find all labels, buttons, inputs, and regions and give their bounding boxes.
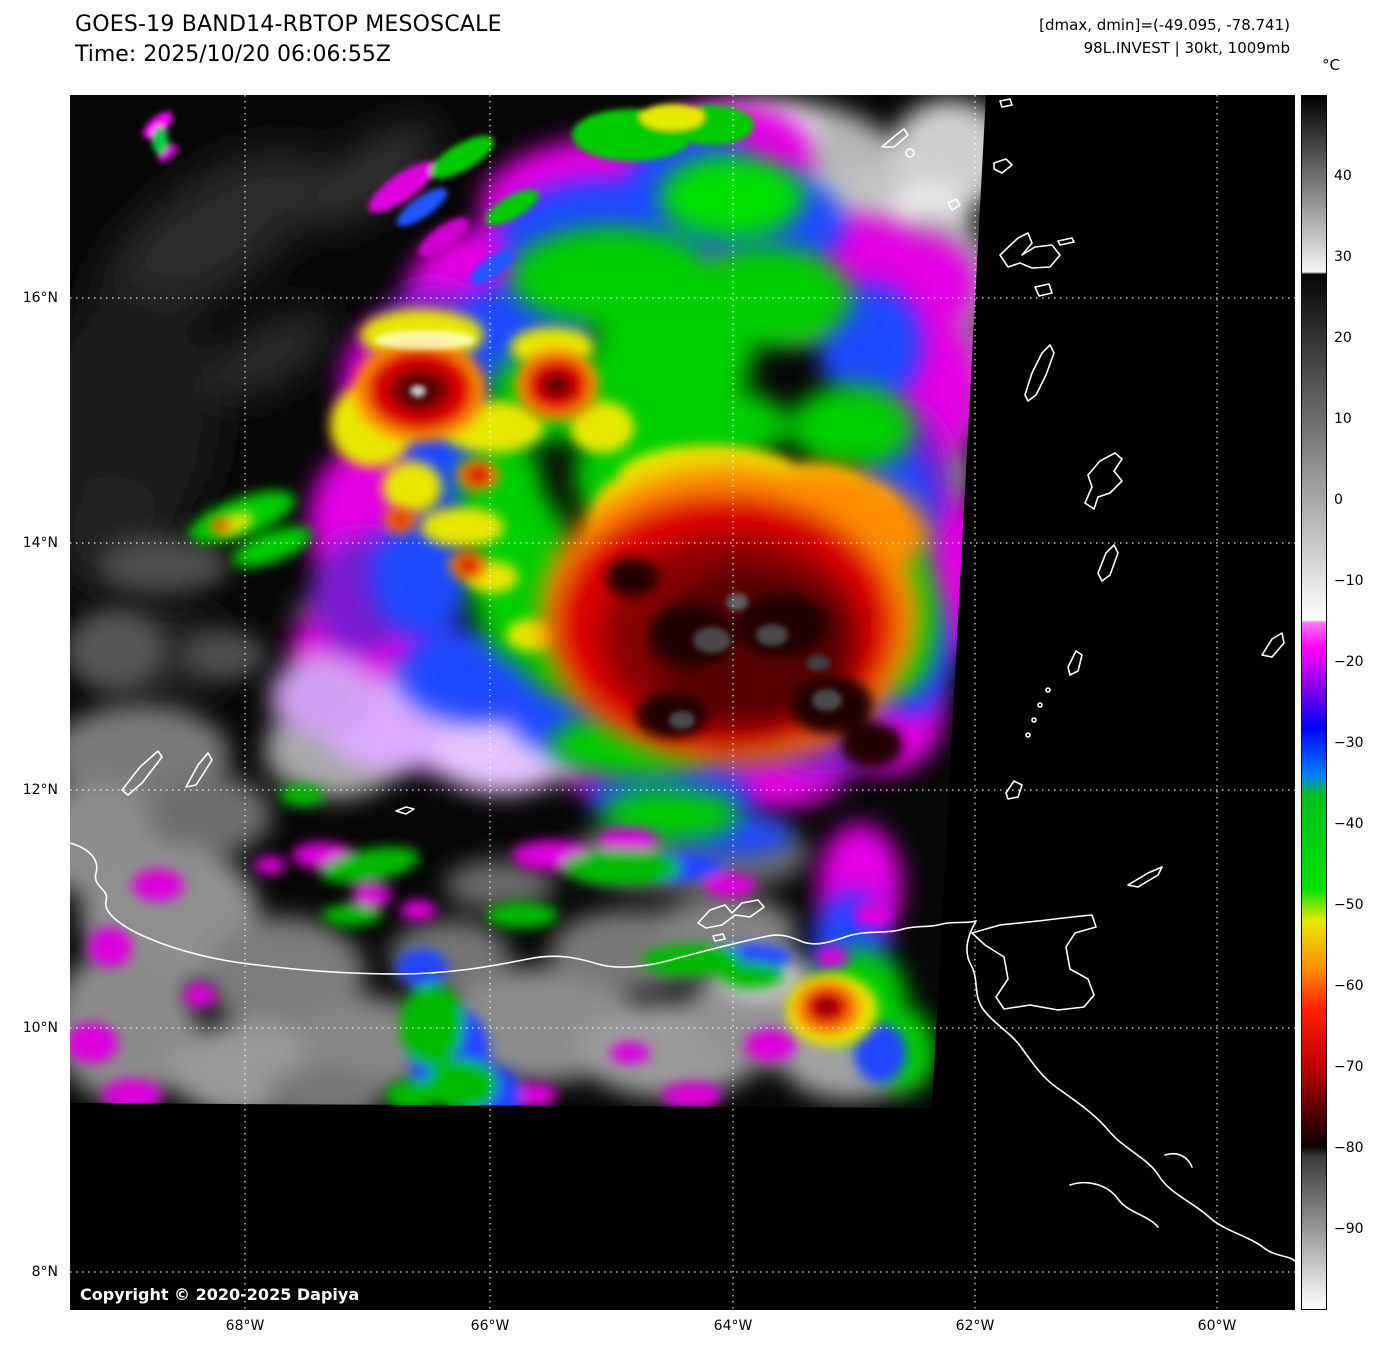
dmax-dmin-readout: [dmax, dmin]=(-49.095, -78.741): [1039, 16, 1290, 34]
lon-tick-label: 60°W: [1197, 1318, 1237, 1334]
product-title: GOES-19 BAND14-RBTOP MESOSCALE: [75, 12, 502, 37]
storm-info: 98L.INVEST | 30kt, 1009mb: [1083, 39, 1290, 57]
lat-tick-label: 10°N: [22, 1020, 58, 1036]
lon-tick-label: 64°W: [713, 1318, 753, 1334]
lat-tick-label: 8°N: [31, 1264, 58, 1280]
satellite-map: Copyright © 2020-2025 Dapiya: [70, 95, 1295, 1310]
colorbar-tick: −90: [1334, 1221, 1364, 1237]
latitude-axis: 16°N 14°N 12°N 10°N 8°N: [0, 95, 62, 1310]
lat-tick-label: 14°N: [22, 535, 58, 551]
colorbar-tick: 10: [1334, 411, 1352, 427]
colorbar-tick: 20: [1334, 330, 1352, 346]
colorbar-ticks: 40 30 20 10 0 −10 −20 −30 −40 −50 −60 −7…: [1334, 95, 1384, 1310]
colorbar-tick: −20: [1334, 654, 1364, 670]
colorbar-tick: −30: [1334, 735, 1364, 751]
ir-imagery-layer: [70, 95, 986, 1108]
product-time: Time: 2025/10/20 06:06:55Z: [75, 42, 391, 67]
header-annotations: [dmax, dmin]=(-49.095, -78.741) 98L.INVE…: [1039, 14, 1290, 60]
graticule: [70, 95, 1295, 1310]
colorbar-tick: 0: [1334, 492, 1343, 508]
lat-tick-label: 12°N: [22, 782, 58, 798]
coastlines: [70, 98, 1295, 1262]
copyright-watermark: Copyright © 2020-2025 Dapiya: [80, 1285, 360, 1304]
satellite-image: [70, 95, 1295, 1310]
lat-tick-label: 16°N: [22, 290, 58, 306]
colorbar-tick: −10: [1334, 573, 1364, 589]
lon-tick-label: 62°W: [955, 1318, 995, 1334]
colorbar: [1301, 95, 1327, 1310]
colorbar-tick: −70: [1334, 1059, 1364, 1075]
colorbar-tick: −50: [1334, 897, 1364, 913]
lon-tick-label: 66°W: [470, 1318, 510, 1334]
lon-tick-label: 68°W: [225, 1318, 265, 1334]
colorbar-tick: 40: [1334, 168, 1352, 184]
longitude-axis: 68°W 66°W 64°W 62°W 60°W: [70, 1314, 1295, 1338]
colorbar-tick: −40: [1334, 816, 1364, 832]
colorbar-unit-label: °C: [1322, 56, 1340, 74]
colorbar-tick: −60: [1334, 978, 1364, 994]
colorbar-tick: 30: [1334, 249, 1352, 265]
colorbar-tick: −80: [1334, 1140, 1364, 1156]
